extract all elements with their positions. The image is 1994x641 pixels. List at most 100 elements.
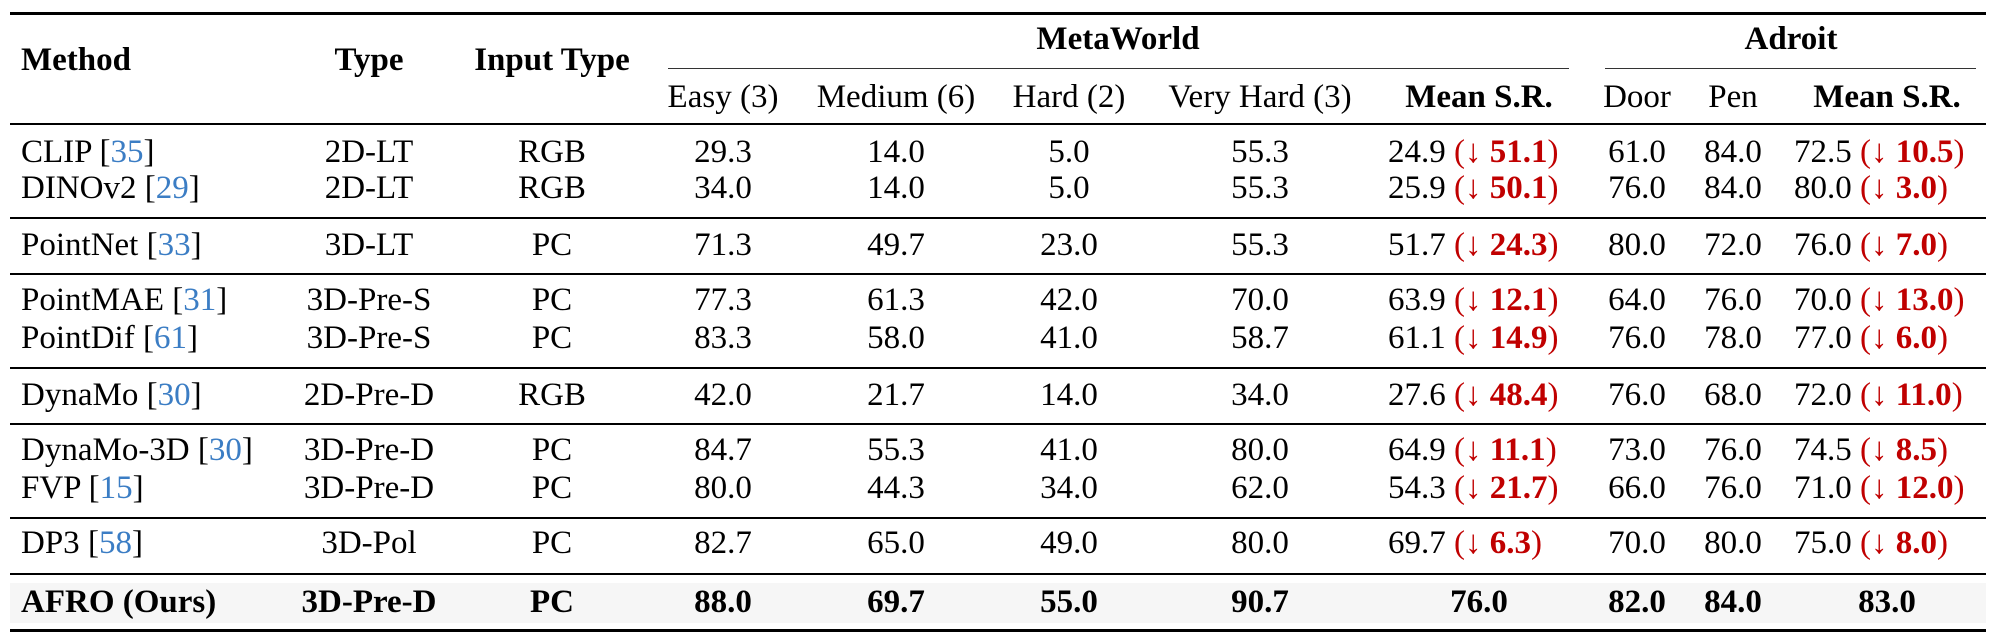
- delta-value: 10.5: [1895, 134, 1954, 170]
- citation-link[interactable]: 15: [99, 470, 133, 506]
- type-cell: 3D-Pre-S: [306, 282, 432, 318]
- delta-annotation: (↓ 8.5): [1851, 432, 1948, 468]
- very-hard-cell: 58.7: [1231, 320, 1289, 356]
- citation-link[interactable]: 61: [153, 320, 187, 356]
- delta-value: 8.0: [1895, 525, 1937, 561]
- pen-cell: 84.0: [1704, 134, 1762, 170]
- type-cell: 3D-Pre-D: [303, 432, 435, 468]
- down-arrow-icon: ↓: [1871, 134, 1888, 170]
- delta-annotation: (↓ 7.0): [1851, 227, 1948, 263]
- method-name: FVP: [21, 470, 81, 506]
- delta-annotation: (↓ 3.0): [1851, 170, 1948, 206]
- very-hard-cell: 55.3: [1231, 227, 1289, 263]
- down-arrow-icon: ↓: [1871, 320, 1888, 356]
- method-cell: AFRO (Ours): [21, 584, 216, 620]
- door-cell: 76.0: [1608, 170, 1666, 206]
- method-name: PointDif: [21, 320, 135, 356]
- input-type-cell: RGB: [518, 377, 586, 413]
- door-cell: 76.0: [1608, 320, 1666, 356]
- delta-value: 14.9: [1489, 320, 1548, 356]
- mean-value: 51.7: [1388, 227, 1446, 263]
- type-cell: 2D-LT: [324, 134, 414, 170]
- method-cell: CLIP [35]: [21, 134, 155, 170]
- method-name: PointNet: [21, 227, 139, 263]
- door-cell: 82.0: [1608, 584, 1666, 620]
- delta-value: 6.3: [1489, 525, 1531, 561]
- delta-annotation: (↓ 21.7): [1445, 470, 1559, 506]
- hard-cell: 42.0: [1040, 282, 1098, 318]
- citation-link[interactable]: 35: [110, 134, 144, 170]
- method-cell: DINOv2 [29]: [21, 170, 200, 206]
- pen-cell: 84.0: [1704, 170, 1762, 206]
- type-cell: 3D-Pol: [321, 525, 417, 561]
- group-divider: [10, 517, 1986, 519]
- input-type-cell: PC: [531, 525, 573, 561]
- down-arrow-icon: ↓: [1465, 377, 1482, 413]
- easy-cell: 77.3: [694, 282, 752, 318]
- header-metaworld-col: Hard (2): [1012, 79, 1126, 115]
- method-name: CLIP: [21, 134, 92, 170]
- metaworld-mean-cell: 51.7 (↓ 24.3): [1388, 227, 1559, 263]
- method-cell: PointNet [33]: [21, 227, 202, 263]
- very-hard-cell: 62.0: [1231, 470, 1289, 506]
- citation-link[interactable]: 30: [157, 377, 191, 413]
- very-hard-cell: 55.3: [1231, 170, 1289, 206]
- method-name: DINOv2: [21, 170, 137, 206]
- medium-cell: 55.3: [867, 432, 925, 468]
- very-hard-cell: 90.7: [1231, 584, 1289, 620]
- method-cell: FVP [15]: [21, 470, 144, 506]
- group-divider: [10, 273, 1986, 275]
- very-hard-cell: 70.0: [1231, 282, 1289, 318]
- type-cell: 3D-Pre-S: [306, 320, 432, 356]
- header-rule: [10, 123, 1986, 125]
- header-adroit-col: Door: [1603, 79, 1671, 115]
- pen-cell: 80.0: [1704, 525, 1762, 561]
- citation-link[interactable]: 33: [157, 227, 191, 263]
- delta-annotation: (↓ 10.5): [1851, 134, 1965, 170]
- delta-annotation: (↓ 12.0): [1851, 470, 1965, 506]
- group-divider: [10, 217, 1986, 219]
- hard-cell: 5.0: [1048, 170, 1090, 206]
- method-cell: PointDif [61]: [21, 320, 198, 356]
- delta-value: 11.1: [1489, 432, 1546, 468]
- delta-annotation: (↓ 51.1): [1445, 134, 1559, 170]
- adroit-mean-cell: 80.0 (↓ 3.0): [1794, 170, 1948, 206]
- method-name: PointMAE: [21, 282, 165, 318]
- citation-link[interactable]: 31: [183, 282, 217, 318]
- easy-cell: 82.7: [694, 525, 752, 561]
- mean-value: 64.9: [1388, 432, 1446, 468]
- adroit-mean-cell: 76.0 (↓ 7.0): [1794, 227, 1948, 263]
- down-arrow-icon: ↓: [1871, 525, 1888, 561]
- pen-cell: 68.0: [1704, 377, 1762, 413]
- header-type: Type: [334, 42, 404, 78]
- pen-cell: 76.0: [1704, 470, 1762, 506]
- medium-cell: 21.7: [867, 377, 925, 413]
- delta-annotation: (↓ 12.1): [1445, 282, 1559, 318]
- medium-cell: 44.3: [867, 470, 925, 506]
- header-metaworld-col: Mean S.R.: [1405, 79, 1553, 115]
- delta-value: 3.0: [1895, 170, 1937, 206]
- mean-value: 76.0: [1794, 227, 1852, 263]
- citation-link[interactable]: 30: [208, 432, 242, 468]
- down-arrow-icon: ↓: [1871, 377, 1888, 413]
- metaworld-mean-cell: 24.9 (↓ 51.1): [1388, 134, 1559, 170]
- mean-value: 69.7: [1388, 525, 1446, 561]
- citation-link[interactable]: 58: [98, 525, 132, 561]
- method-cell: DynaMo [30]: [21, 377, 202, 413]
- group-divider: [10, 423, 1986, 425]
- delta-value: 50.1: [1489, 170, 1548, 206]
- type-cell: 3D-LT: [324, 227, 414, 263]
- down-arrow-icon: ↓: [1465, 525, 1482, 561]
- metaworld-cmidrule: [668, 67, 1569, 69]
- down-arrow-icon: ↓: [1465, 134, 1482, 170]
- input-type-cell: PC: [531, 470, 573, 506]
- pen-cell: 76.0: [1704, 432, 1762, 468]
- easy-cell: 71.3: [694, 227, 752, 263]
- mean-value: 72.0: [1794, 377, 1852, 413]
- citation-link[interactable]: 29: [155, 170, 189, 206]
- mean-value: 54.3: [1388, 470, 1446, 506]
- input-type-cell: PC: [531, 282, 573, 318]
- medium-cell: 14.0: [867, 134, 925, 170]
- down-arrow-icon: ↓: [1465, 432, 1482, 468]
- mean-value: 77.0: [1794, 320, 1852, 356]
